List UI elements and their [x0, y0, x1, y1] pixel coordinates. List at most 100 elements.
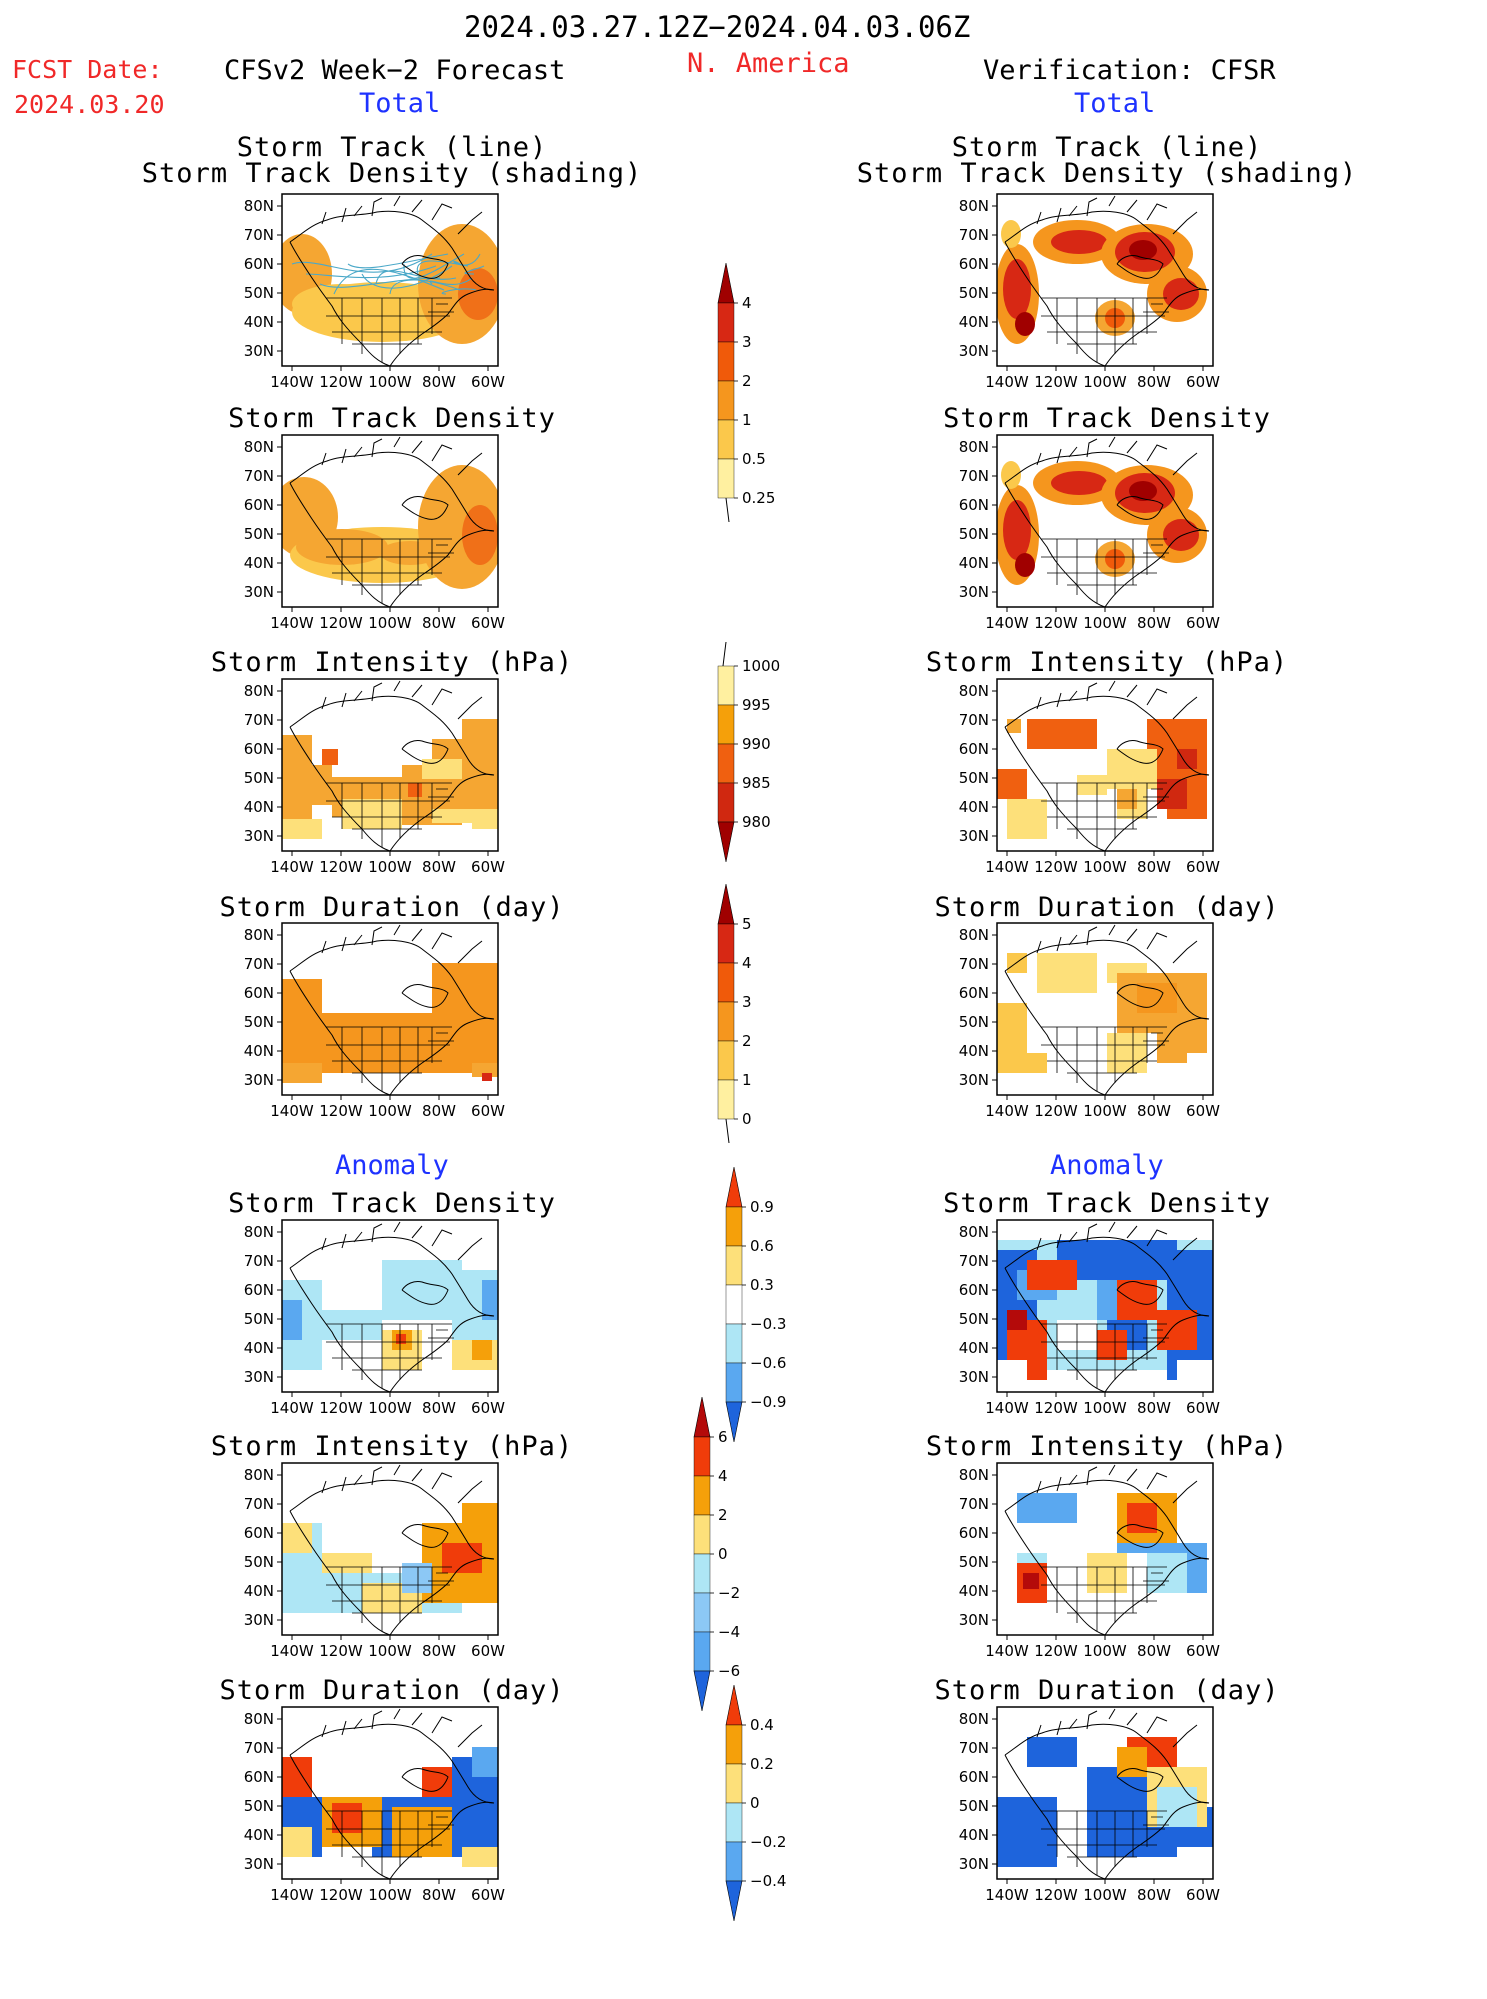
colorbar-label: −0.3	[750, 1315, 786, 1333]
lat-label: 60N	[244, 984, 274, 1002]
colorbar-label: −0.9	[750, 1393, 786, 1411]
colorbar-label: 995	[742, 696, 771, 714]
colorbar-label: 5	[742, 915, 752, 933]
lat-label: 70N	[244, 226, 274, 244]
colorbar-label: 3	[742, 993, 752, 1011]
lat-label: 30N	[959, 827, 989, 845]
title-track-density-shading-right: Storm Track Density (shading)	[856, 158, 1358, 189]
lon-label: 120W	[319, 858, 363, 876]
date-range: 2024.03.27.12Z−2024.04.03.06Z	[464, 10, 971, 44]
total-label-right: Total	[1074, 88, 1156, 119]
lat-label: 40N	[244, 1042, 274, 1060]
lat-label: 40N	[244, 554, 274, 572]
colorbar-label: −0.2	[750, 1833, 786, 1851]
colorbar-label: 0	[718, 1545, 728, 1563]
colorbar-density_anom: 0.9 0.6 0.3 −0.3 −0.6 −0.9	[725, 1166, 786, 1443]
lat-label: 40N	[244, 313, 274, 331]
lat-label: 30N	[244, 342, 274, 360]
colorbar-label: 3	[742, 333, 752, 351]
title-anom-duration-left: Storm Duration (day)	[219, 1675, 565, 1706]
lat-label: 70N	[244, 467, 274, 485]
lon-label: 120W	[1034, 614, 1078, 632]
title-anom-density-right: Storm Track Density	[943, 1188, 1271, 1219]
map-panel-verAnomInt: 80N 70N 60N 50N 40N 30N 140W 120W 100W 80W 60W	[959, 1462, 1220, 1660]
lat-label: 70N	[244, 1495, 274, 1513]
title-intensity-left: Storm Intensity (hPa)	[210, 647, 574, 678]
lat-label: 30N	[959, 342, 989, 360]
lon-label: 80W	[422, 373, 456, 391]
lon-label: 140W	[985, 1886, 1029, 1904]
lat-label: 60N	[959, 1281, 989, 1299]
lat-label: 70N	[244, 1252, 274, 1270]
lon-label: 120W	[1034, 1642, 1078, 1660]
lat-label: 80N	[244, 926, 274, 944]
lon-label: 140W	[270, 1642, 314, 1660]
lat-label: 30N	[959, 1071, 989, 1089]
lat-label: 30N	[244, 1071, 274, 1089]
lon-label: 60W	[471, 1886, 505, 1904]
lat-label: 70N	[959, 226, 989, 244]
lat-label: 40N	[244, 1826, 274, 1844]
lat-label: 30N	[959, 1368, 989, 1386]
lon-label: 60W	[471, 858, 505, 876]
map-panel-verAnomDen: 80N 70N 60N 50N 40N 30N 140W 120W 100W 80W 60W	[959, 1219, 1220, 1417]
lon-label: 100W	[1083, 1642, 1127, 1660]
lat-label: 60N	[959, 984, 989, 1002]
map-panel-verAnomDur: 80N 70N 60N 50N 40N 30N 140W 120W 100W 80W 60W	[959, 1706, 1220, 1904]
title-density-left: Storm Track Density	[228, 403, 556, 434]
lon-label: 100W	[368, 858, 412, 876]
lat-label: 70N	[959, 955, 989, 973]
forecast-title: CFSv2 Week−2 Forecast	[224, 55, 566, 86]
lon-label: 120W	[319, 1399, 363, 1417]
lat-label: 40N	[244, 798, 274, 816]
lon-label: 100W	[1083, 1886, 1127, 1904]
lat-label: 40N	[244, 1582, 274, 1600]
lat-label: 30N	[959, 583, 989, 601]
lat-label: 60N	[244, 1281, 274, 1299]
colorbar-label: 0.3	[750, 1276, 774, 1294]
lat-label: 50N	[244, 1013, 274, 1031]
colorbar-label: 4	[742, 294, 752, 312]
lon-label: 80W	[422, 1102, 456, 1120]
lat-label: 60N	[244, 1768, 274, 1786]
map-panel-fcstDur: 80N 70N 60N 50N 40N 30N 140W 120W 100W 80W 60W	[244, 922, 505, 1120]
lat-label: 50N	[244, 1797, 274, 1815]
lat-label: 50N	[959, 284, 989, 302]
lon-label: 60W	[1186, 1642, 1220, 1660]
colorbar-label: 4	[742, 954, 752, 972]
lat-label: 60N	[244, 1524, 274, 1542]
lon-label: 80W	[1137, 373, 1171, 391]
lat-label: 80N	[244, 197, 274, 215]
lon-label: 120W	[319, 1642, 363, 1660]
lon-label: 140W	[985, 1399, 1029, 1417]
colorbar-label: −6	[718, 1662, 740, 1680]
title-track-density-shading-left: Storm Track Density (shading)	[141, 158, 643, 189]
lat-label: 40N	[959, 1826, 989, 1844]
lon-label: 60W	[1186, 858, 1220, 876]
map-panel-verDur: 80N 70N 60N 50N 40N 30N 140W 120W 100W 80W 60W	[959, 922, 1220, 1120]
lon-label: 100W	[1083, 1399, 1127, 1417]
lon-label: 60W	[1186, 1102, 1220, 1120]
lat-label: 70N	[959, 711, 989, 729]
lon-label: 120W	[319, 1102, 363, 1120]
lat-label: 50N	[244, 769, 274, 787]
lon-label: 120W	[319, 614, 363, 632]
lat-label: 80N	[244, 438, 274, 456]
colorbar-label: −0.6	[750, 1354, 786, 1372]
lat-label: 60N	[959, 496, 989, 514]
lat-label: 60N	[244, 740, 274, 758]
lat-label: 60N	[959, 740, 989, 758]
lon-label: 140W	[985, 858, 1029, 876]
lon-label: 120W	[1034, 373, 1078, 391]
lon-label: 140W	[270, 614, 314, 632]
lat-label: 40N	[244, 1339, 274, 1357]
colorbar-intensity_total: 1000 995 990 985 980	[717, 641, 780, 863]
lat-label: 80N	[959, 682, 989, 700]
lon-label: 120W	[319, 1886, 363, 1904]
lat-label: 60N	[959, 1768, 989, 1786]
lat-label: 60N	[244, 496, 274, 514]
lon-label: 80W	[422, 1886, 456, 1904]
colorbar-label: 4	[718, 1467, 728, 1485]
lon-label: 120W	[1034, 1886, 1078, 1904]
lon-label: 80W	[1137, 1886, 1171, 1904]
